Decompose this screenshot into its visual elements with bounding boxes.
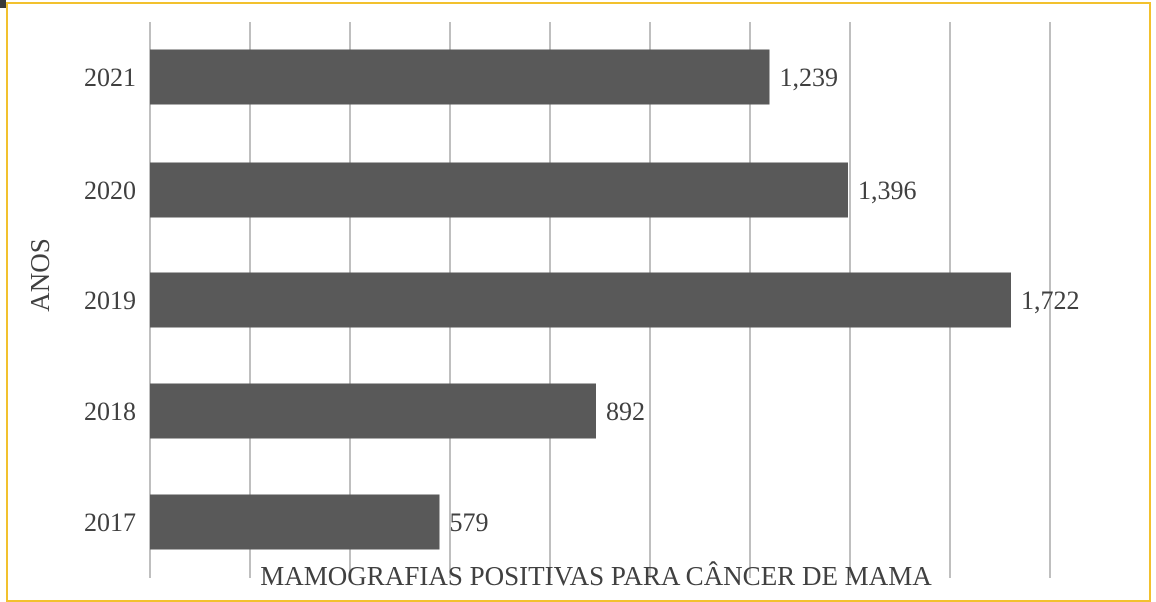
data-label-2019: 1,722 <box>1021 286 1080 315</box>
data-label-2021: 1,239 <box>780 63 839 92</box>
bar-2019 <box>150 272 1011 328</box>
corner-mark <box>0 0 6 8</box>
data-label-2017: 579 <box>450 508 489 537</box>
bar-2017 <box>150 494 440 550</box>
y-tick-label-2019: 2019 <box>84 286 136 315</box>
bar-2020 <box>150 162 848 218</box>
bars <box>150 49 1011 550</box>
y-tick-label-2020: 2020 <box>84 176 136 205</box>
bar-2021 <box>150 49 770 105</box>
bar-2018 <box>150 383 596 439</box>
data-label-2020: 1,396 <box>858 176 917 205</box>
data-label-2018: 892 <box>606 397 645 426</box>
data-labels: 1,239 1,396 1,722 892 579 <box>450 63 1080 537</box>
y-tick-labels: 2021 2020 2019 2018 2017 <box>84 63 136 537</box>
y-axis-title: ANOS <box>25 238 55 312</box>
y-tick-label-2017: 2017 <box>84 508 136 537</box>
y-tick-label-2018: 2018 <box>84 397 136 426</box>
y-tick-label-2021: 2021 <box>84 63 136 92</box>
x-axis-title: MAMOGRAFIAS POSITIVAS PARA CÂNCER DE MAM… <box>260 561 932 587</box>
bar-chart: 2021 2020 2019 2018 2017 1,239 1,396 1,722 892 5… <box>25 22 1080 587</box>
